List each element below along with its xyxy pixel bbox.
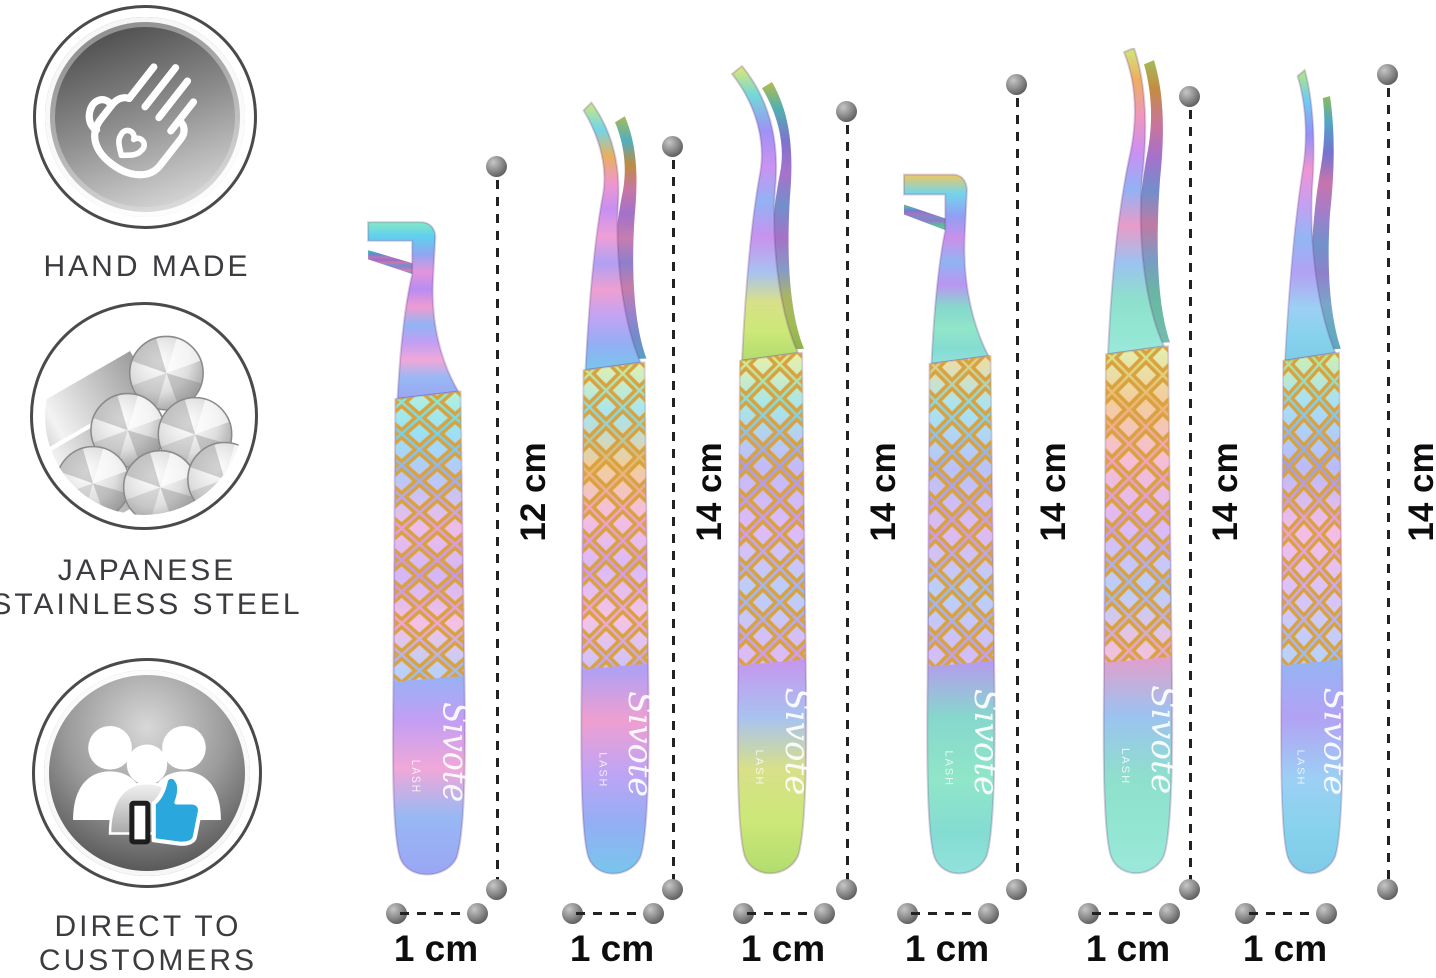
length-dot-top <box>1179 86 1200 107</box>
length-measure-line-3 <box>846 125 849 880</box>
tweezer-4: Sivote LASH <box>902 173 1006 875</box>
brand-logo-subtext: LASH <box>1119 748 1131 785</box>
brand-logo-text: Sivote <box>435 702 476 802</box>
width-label-6: 1 cm <box>1242 928 1328 969</box>
width-label-4: 1 cm <box>904 928 990 969</box>
badge-label-line: DIRECT TO <box>54 910 242 943</box>
width-measure-line-3 <box>747 912 821 915</box>
tweezer-back-prong <box>368 250 419 277</box>
badge-label-hand-made: HAND MADE <box>43 250 251 283</box>
width-dot-left <box>1078 903 1099 924</box>
brand-logo-text: Sivote <box>1143 685 1183 794</box>
width-measure-line-6 <box>1249 912 1323 915</box>
length-label-5: 14 cm <box>1206 442 1245 542</box>
width-measure-line-5 <box>1092 912 1166 915</box>
badge-hand-made <box>33 5 257 229</box>
length-label-1: 12 cm <box>514 442 553 542</box>
length-dot-bottom <box>1377 879 1398 900</box>
length-dot-top <box>1006 74 1027 95</box>
width-label-1: 1 cm <box>393 928 479 969</box>
length-measure-line-5 <box>1189 110 1192 880</box>
length-measure-line-4 <box>1016 98 1019 880</box>
width-dot-right <box>1159 903 1180 924</box>
badge-label-line: JAPANESE <box>57 554 237 587</box>
tweezer-grip-pattern <box>928 355 994 667</box>
hand-heart-icon <box>85 63 198 179</box>
steel-rods-icon <box>45 335 243 515</box>
length-dot-top <box>1377 64 1398 85</box>
length-measure-line-1 <box>496 180 499 880</box>
width-label-3: 1 cm <box>740 928 826 969</box>
tweezer-front-prong <box>582 101 642 372</box>
tweezer-grip-pattern <box>582 362 648 670</box>
tweezer-6: Sivote LASH <box>1280 68 1353 875</box>
badge-label-line: CUSTOMERS <box>38 944 258 977</box>
tweezer-grip-pattern <box>1282 352 1342 666</box>
width-dot-right <box>643 903 664 924</box>
brand-logo-subtext: LASH <box>1295 750 1305 787</box>
width-dot-left <box>386 903 407 924</box>
tweezer-front-prong <box>902 173 991 366</box>
width-dot-right <box>978 903 999 924</box>
width-dot-right <box>814 903 835 924</box>
width-measure-line-4 <box>911 912 985 915</box>
tweezer-grip-pattern <box>739 352 805 666</box>
tweezer-3: Sivote LASH <box>730 64 817 875</box>
length-dot-bottom <box>1006 879 1027 900</box>
width-label-5: 1 cm <box>1085 928 1171 969</box>
tweezer-front-prong <box>1106 48 1166 356</box>
width-dot-left <box>897 903 918 924</box>
length-label-6: 14 cm <box>1402 442 1436 542</box>
length-dot-bottom <box>662 879 683 900</box>
tweezer-grip-pattern <box>1105 346 1171 663</box>
brand-logo-text: Sivote <box>777 688 817 796</box>
length-dot-top <box>836 101 857 122</box>
customers-thumbs-up-icon <box>73 725 221 846</box>
tweezer-grip-pattern <box>394 391 464 682</box>
width-dot-right <box>1316 903 1337 924</box>
length-measure-line-2 <box>672 160 675 880</box>
badge-label-line: STAINLESS STEEL <box>0 588 303 621</box>
tweezer-5: Sivote LASH <box>1102 48 1183 875</box>
length-dot-bottom <box>836 879 857 900</box>
brand-logo-text: Sivote <box>967 689 1006 796</box>
brand-logo-subtext: LASH <box>596 752 608 788</box>
length-label-3: 14 cm <box>864 442 903 542</box>
width-measure-line-2 <box>576 912 650 915</box>
width-dot-left <box>562 903 583 924</box>
width-dot-right <box>467 903 488 924</box>
width-dot-left <box>733 903 754 924</box>
badge-label-japanese: JAPANESE STAINLESS STEEL <box>0 554 303 622</box>
badge-disc <box>45 17 245 217</box>
length-dot-bottom <box>1179 879 1200 900</box>
brand-logo-text: Sivote <box>1317 688 1353 796</box>
width-dot-left <box>1235 903 1256 924</box>
length-dot-top <box>486 156 507 177</box>
thumbs-up-icon <box>129 774 203 846</box>
tweezer-2: Sivote LASH <box>580 101 660 875</box>
length-dot-top <box>662 136 683 157</box>
brand-logo-subtext: LASH <box>753 750 765 787</box>
tweezer-front-prong <box>1284 68 1337 362</box>
badge-japanese-stainless-steel <box>30 302 258 530</box>
brand-logo-subtext: LASH <box>409 760 422 794</box>
badge-direct-to-customers <box>32 658 262 888</box>
length-label-2: 14 cm <box>690 442 729 542</box>
width-measure-line-1 <box>400 912 474 915</box>
tweezer-front-prong <box>367 221 461 400</box>
length-label-4: 14 cm <box>1034 442 1073 542</box>
tweezer-back-prong <box>903 204 952 233</box>
tweezer-1: Sivote LASH <box>367 221 477 876</box>
tweezer-front-prong <box>730 64 800 362</box>
brand-logo-text: Sivote <box>621 691 660 797</box>
badge-label-direct: DIRECT TO CUSTOMERS <box>39 910 257 978</box>
length-measure-line-6 <box>1387 88 1390 880</box>
length-dot-bottom <box>486 879 507 900</box>
brand-logo-subtext: LASH <box>942 751 954 788</box>
width-label-2: 1 cm <box>569 928 655 969</box>
